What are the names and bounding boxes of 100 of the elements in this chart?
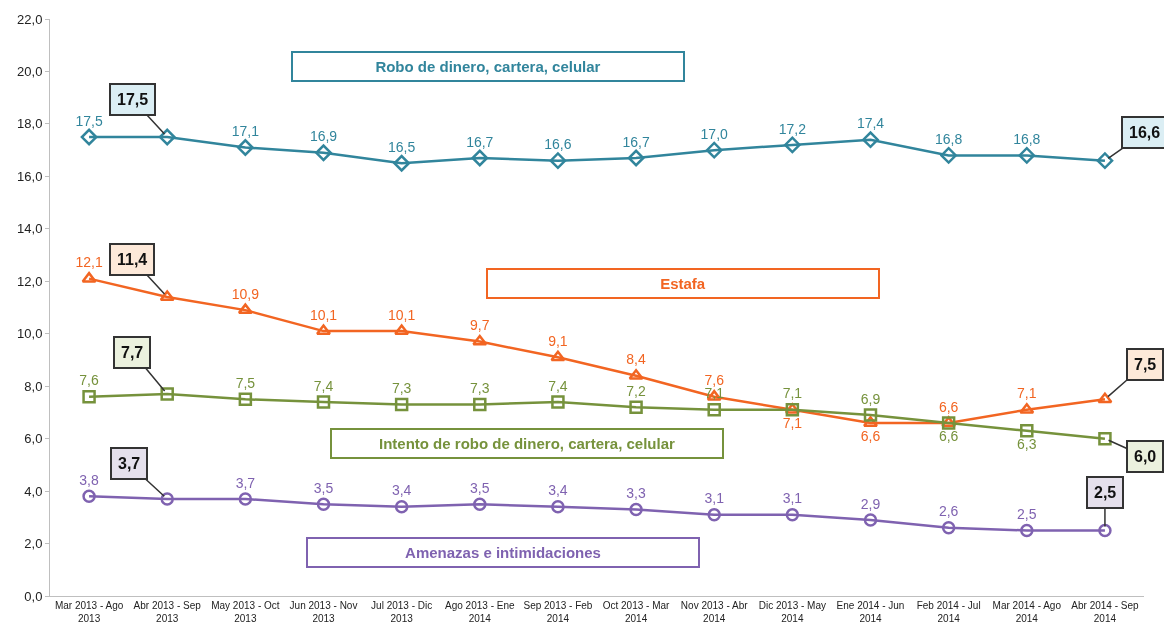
point <box>629 400 643 414</box>
y-tick-label: 16,0 <box>17 168 43 184</box>
data-label: 6,6 <box>860 428 881 445</box>
point <box>707 403 721 417</box>
data-label: 7,6 <box>79 372 100 389</box>
x-tick-label: Mar 2013 - Ago 2013 <box>54 600 124 624</box>
data-label: 7,7 <box>121 344 144 361</box>
point <box>82 489 96 504</box>
point <box>316 497 331 511</box>
data-label: 12,1 <box>75 254 103 271</box>
data-label: 6,6 <box>938 398 959 415</box>
y-tick-label: 4,0 <box>24 483 43 499</box>
point <box>549 152 567 170</box>
data-label: 3,3 <box>626 485 647 502</box>
y-tick-label: 0,0 <box>24 588 43 604</box>
x-tick-label: Mar 2014 - Ago 2014 <box>992 600 1062 624</box>
point <box>1020 523 1034 538</box>
point <box>550 350 566 362</box>
data-label: 10,1 <box>388 306 416 323</box>
data-label: 7,4 <box>548 377 568 394</box>
data-label: 3,1 <box>704 490 725 507</box>
data-label: 17,1 <box>231 123 260 140</box>
y-tick-label: 12,0 <box>17 273 43 289</box>
point <box>315 144 332 162</box>
x-tick-label: Abr 2014 - Sep 2014 <box>1071 600 1139 624</box>
data-label: 2,6 <box>938 503 959 520</box>
data-label: 3,4 <box>548 482 568 499</box>
data-label: 2,5 <box>1017 506 1037 523</box>
data-label: 11,4 <box>117 251 148 268</box>
data-label: 3,5 <box>313 479 334 496</box>
data-label: 7,1 <box>782 385 803 402</box>
point <box>705 141 723 159</box>
point <box>863 408 878 422</box>
x-tick-label: Dic 2013 - May 2014 <box>758 600 826 624</box>
point <box>238 492 253 506</box>
point <box>236 139 254 156</box>
point <box>863 513 878 527</box>
text: Estafa <box>660 275 706 292</box>
data-label: 17,0 <box>700 125 729 142</box>
point <box>238 392 253 407</box>
data-label: 9,1 <box>548 332 568 349</box>
x-tick-label: Ago 2013 - Ene 2014 <box>445 600 515 624</box>
data-label: 16,8 <box>935 131 963 148</box>
x-tick-label: Oct 2013 - Mar 2014 <box>602 600 671 624</box>
point <box>81 271 97 283</box>
data-label: 17,5 <box>75 112 103 129</box>
y-tick-label: 6,0 <box>24 431 43 447</box>
data-label: 17,2 <box>778 120 807 137</box>
data-label: 6,3 <box>1017 436 1037 453</box>
point <box>394 324 410 336</box>
point <box>551 395 565 409</box>
data-label: 7,5 <box>1134 356 1157 373</box>
point <box>1020 424 1034 438</box>
point <box>394 500 409 514</box>
x-tick-label: Jun 2013 - Nov 2013 <box>289 600 358 624</box>
text: Amenazas e intimidaciones <box>405 544 601 561</box>
point <box>1097 392 1113 404</box>
x-tick-label: Sep 2013 - Feb 2014 <box>523 600 593 624</box>
data-label: 2,5 <box>1094 484 1117 501</box>
data-label: 16,8 <box>1013 131 1041 148</box>
point <box>159 290 175 302</box>
data-label: 7,4 <box>313 377 334 394</box>
point <box>472 334 488 346</box>
data-label: 7,1 <box>1017 385 1037 402</box>
point <box>80 128 98 146</box>
x-tick-label: Abr 2013 - Sep 2013 <box>133 600 202 624</box>
y-tick-label: 22,0 <box>17 11 43 27</box>
data-label: 6,9 <box>860 390 881 407</box>
data-label: 7,5 <box>235 374 256 391</box>
data-label: 17,4 <box>856 115 885 132</box>
point <box>627 149 645 167</box>
data-label: 10,9 <box>231 285 260 302</box>
data-label: 6,6 <box>938 428 959 445</box>
data-label: 16,5 <box>388 138 416 155</box>
y-tick-label: 2,0 <box>24 536 43 552</box>
data-label: 16,6 <box>1129 124 1161 141</box>
y-tick-label: 10,0 <box>17 326 43 342</box>
data-label: 8,4 <box>626 351 647 368</box>
data-label: 16,9 <box>309 128 338 145</box>
x-tick-label: Ene 2014 - Jun 2014 <box>836 600 905 624</box>
data-label: 3,4 <box>391 482 412 499</box>
point <box>473 497 487 511</box>
data-label: 7,3 <box>391 380 412 397</box>
data-label: 3,8 <box>79 471 100 488</box>
point <box>315 324 332 336</box>
y-tick-label: 18,0 <box>17 116 43 132</box>
point <box>82 389 96 404</box>
point <box>628 368 644 380</box>
data-label: 7,1 <box>782 415 803 432</box>
point <box>629 502 643 517</box>
x-tick-label: May 2013 - Oct 2013 <box>211 600 280 624</box>
data-label: 7,6 <box>704 372 725 389</box>
point <box>707 507 721 522</box>
point <box>941 521 956 535</box>
data-label: 3,7 <box>235 474 256 491</box>
data-label: 16,7 <box>466 133 494 150</box>
point <box>237 303 253 315</box>
point <box>783 136 801 154</box>
point <box>473 397 487 412</box>
data-label: 10,1 <box>309 306 338 323</box>
